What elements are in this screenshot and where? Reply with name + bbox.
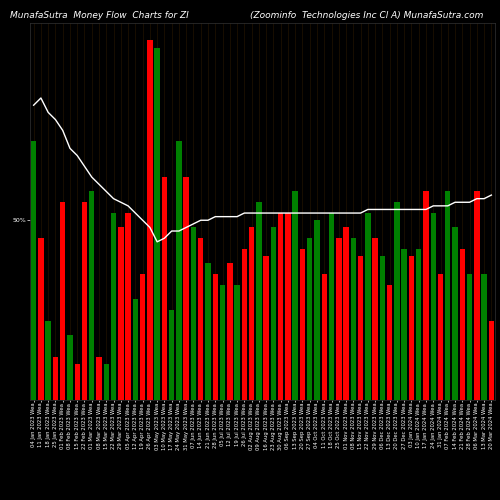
Bar (227, 264, 232, 400)
Bar (387, 285, 392, 400)
Bar (300, 249, 305, 400)
Bar (198, 238, 203, 400)
Bar (162, 177, 167, 400)
Bar (329, 213, 334, 400)
Bar (344, 228, 349, 400)
Bar (474, 192, 480, 400)
Bar (154, 48, 160, 400)
Bar (467, 274, 472, 400)
Bar (89, 192, 94, 400)
Bar (184, 177, 189, 400)
Bar (358, 256, 364, 400)
Bar (191, 228, 196, 400)
Bar (82, 202, 87, 400)
Bar (408, 256, 414, 400)
Bar (402, 249, 407, 400)
Bar (60, 202, 66, 400)
Bar (31, 141, 36, 400)
Bar (322, 274, 327, 400)
Bar (292, 192, 298, 400)
Text: MunafaSutra  Money Flow  Charts for ZI: MunafaSutra Money Flow Charts for ZI (10, 11, 189, 20)
Bar (176, 141, 182, 400)
Bar (249, 228, 254, 400)
Bar (488, 321, 494, 400)
Bar (147, 40, 152, 400)
Bar (424, 192, 428, 400)
Bar (132, 300, 138, 400)
Bar (74, 364, 80, 400)
Bar (212, 274, 218, 400)
Bar (256, 202, 262, 400)
Bar (394, 202, 400, 400)
Bar (372, 238, 378, 400)
Bar (460, 249, 465, 400)
Bar (234, 285, 240, 400)
Bar (307, 238, 312, 400)
Bar (38, 238, 44, 400)
Bar (452, 228, 458, 400)
Bar (118, 228, 124, 400)
Bar (365, 213, 370, 400)
Bar (285, 213, 290, 400)
Bar (264, 256, 269, 400)
Bar (278, 213, 283, 400)
Bar (270, 228, 276, 400)
Bar (104, 364, 109, 400)
Bar (336, 238, 342, 400)
Text: (Zoominfo  Technologies Inc Cl A) MunafaSutra.com: (Zoominfo Technologies Inc Cl A) MunafaS… (250, 11, 484, 20)
Bar (111, 213, 116, 400)
Bar (380, 256, 385, 400)
Bar (242, 249, 247, 400)
Bar (67, 336, 72, 400)
Bar (46, 321, 51, 400)
Bar (438, 274, 443, 400)
Bar (430, 213, 436, 400)
Bar (140, 274, 145, 400)
Bar (482, 274, 487, 400)
Bar (314, 220, 320, 400)
Bar (350, 238, 356, 400)
Bar (126, 213, 131, 400)
Bar (52, 357, 58, 400)
Bar (169, 310, 174, 400)
Bar (416, 249, 422, 400)
Bar (206, 264, 210, 400)
Bar (96, 357, 102, 400)
Bar (220, 285, 226, 400)
Bar (445, 192, 450, 400)
